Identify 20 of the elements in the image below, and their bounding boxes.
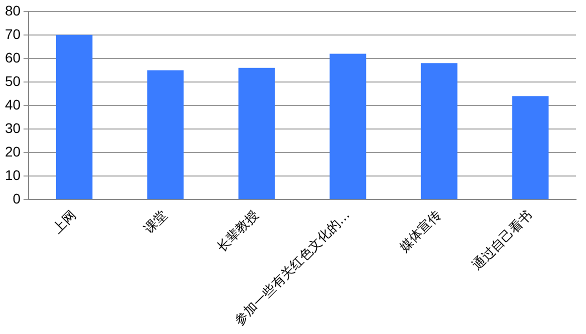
bar bbox=[420, 63, 458, 200]
y-tick-label: 80 bbox=[4, 2, 21, 18]
y-tick-label: 40 bbox=[4, 96, 21, 112]
bar bbox=[512, 96, 549, 200]
x-tick-label: 课堂 bbox=[142, 208, 171, 237]
x-tick-label: 长辈教授 bbox=[214, 208, 262, 256]
y-tick-label: 10 bbox=[4, 166, 21, 183]
x-tick-label: 媒体宣传 bbox=[396, 207, 444, 256]
y-tick-label: 70 bbox=[4, 26, 21, 42]
bar bbox=[330, 54, 366, 200]
bar bbox=[56, 34, 92, 200]
bar bbox=[147, 70, 184, 200]
x-tick-label: 通过自己看书 bbox=[470, 208, 536, 274]
bar bbox=[238, 68, 275, 200]
x-tick-label: 上网 bbox=[50, 208, 80, 237]
y-tick-label: 50 bbox=[4, 72, 21, 89]
y-tick-label: 20 bbox=[4, 143, 21, 160]
y-tick-label: 60 bbox=[4, 49, 21, 66]
y-tick-label: 0 bbox=[12, 190, 21, 207]
y-tick-label: 30 bbox=[4, 120, 21, 136]
